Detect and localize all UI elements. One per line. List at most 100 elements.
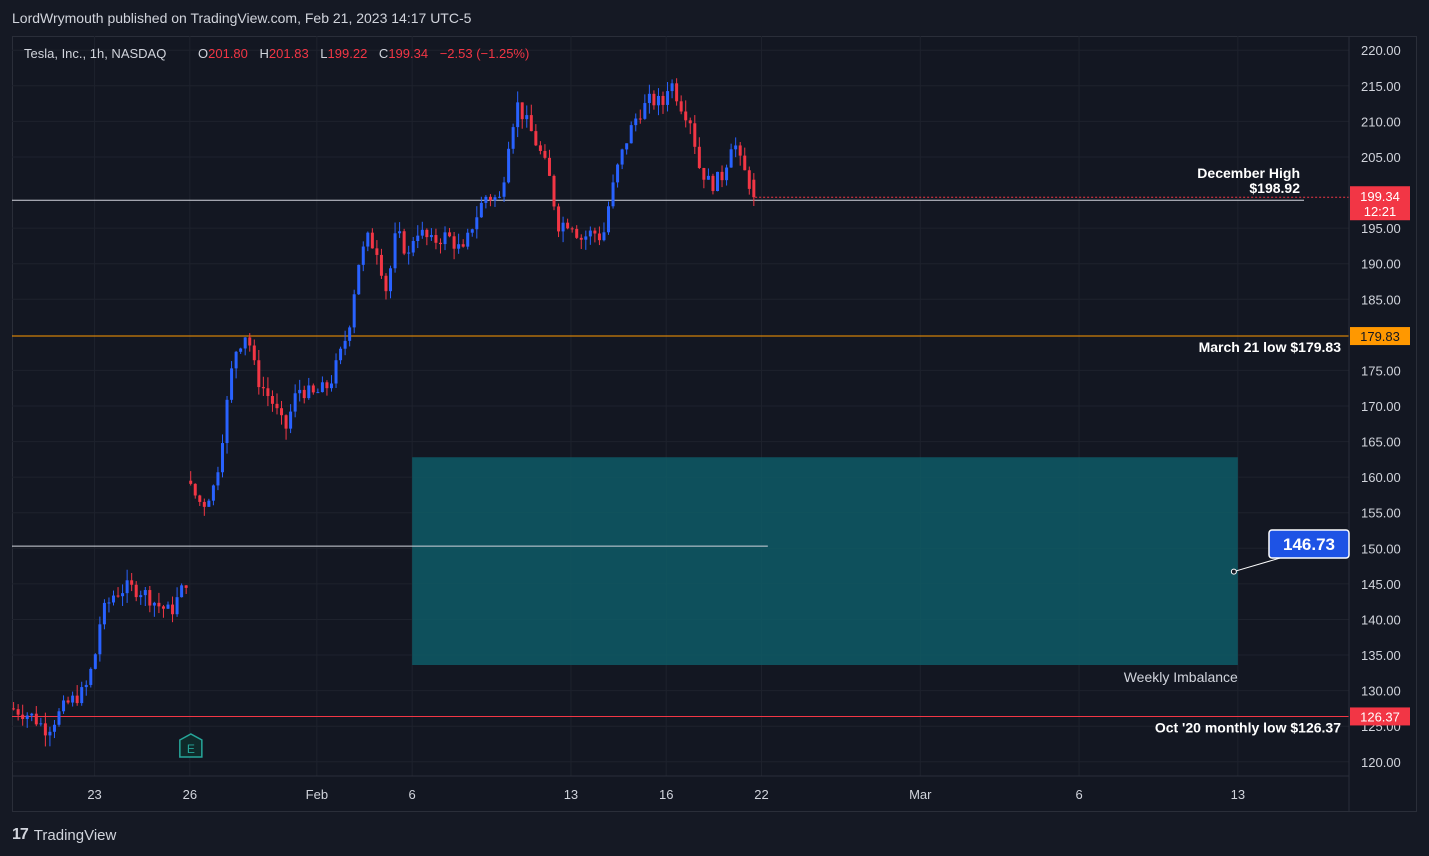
candle-body[interactable] [638, 118, 642, 120]
candle-body[interactable] [84, 684, 88, 688]
candle-body[interactable] [143, 590, 147, 596]
candle-body[interactable] [134, 584, 138, 598]
candle-body[interactable] [116, 595, 120, 597]
candle-body[interactable] [620, 149, 624, 165]
candle-body[interactable] [675, 83, 679, 102]
candle-body[interactable] [457, 244, 461, 249]
candle-body[interactable] [125, 580, 129, 594]
candle-body[interactable] [479, 202, 483, 218]
candle-body[interactable] [66, 700, 70, 703]
candle-body[interactable] [502, 182, 506, 197]
candle-body[interactable] [107, 602, 111, 604]
candle-body[interactable] [747, 170, 751, 189]
candle-body[interactable] [507, 148, 511, 183]
candle-body[interactable] [715, 171, 719, 192]
candle-body[interactable] [529, 115, 533, 132]
candle-body[interactable] [257, 360, 261, 388]
candle-body[interactable] [239, 348, 243, 352]
candle-body[interactable] [375, 248, 379, 255]
candle-body[interactable] [302, 389, 306, 399]
candle-body[interactable] [102, 602, 106, 625]
candle-body[interactable] [438, 242, 442, 245]
candle-body[interactable] [656, 95, 660, 106]
candle-body[interactable] [702, 167, 706, 180]
candle-body[interactable] [343, 340, 347, 349]
candle-body[interactable] [661, 95, 665, 105]
candle-body[interactable] [729, 149, 733, 168]
candle-body[interactable] [429, 235, 433, 238]
candle-body[interactable] [384, 275, 388, 292]
candle-body[interactable] [16, 709, 20, 715]
candle-body[interactable] [670, 83, 674, 92]
candle-body[interactable] [325, 382, 329, 389]
candle-body[interactable] [607, 206, 611, 233]
candle-body[interactable] [552, 175, 556, 207]
candle-body[interactable] [284, 415, 288, 429]
candle-body[interactable] [706, 175, 710, 180]
candle-body[interactable] [525, 115, 529, 120]
candle-body[interactable] [588, 230, 592, 237]
candle-body[interactable] [175, 597, 179, 615]
candle-body[interactable] [725, 167, 729, 181]
candle-body[interactable] [234, 351, 238, 369]
candle-body[interactable] [743, 155, 747, 171]
candle-body[interactable] [157, 602, 161, 607]
candle-body[interactable] [602, 232, 606, 241]
candle-body[interactable] [320, 382, 324, 393]
candle-body[interactable] [48, 731, 52, 736]
candle-body[interactable] [498, 196, 502, 198]
candle-body[interactable] [275, 403, 279, 409]
candle-body[interactable] [80, 687, 84, 704]
candle-body[interactable] [98, 624, 102, 655]
candle-body[interactable] [693, 123, 697, 147]
candle-body[interactable] [329, 383, 333, 389]
candle-body[interactable] [611, 182, 615, 207]
weekly-imbalance-zone[interactable] [412, 457, 1238, 665]
candle-body[interactable] [370, 232, 374, 249]
candle-body[interactable] [166, 604, 170, 609]
candle-body[interactable] [189, 480, 193, 484]
candle-body[interactable] [407, 252, 411, 254]
candle-body[interactable] [52, 724, 56, 732]
candle-body[interactable] [666, 91, 670, 105]
candle-body[interactable] [629, 125, 633, 144]
candle-body[interactable] [211, 485, 215, 501]
candle-body[interactable] [139, 595, 143, 598]
candle-body[interactable] [280, 408, 284, 416]
candle-body[interactable] [180, 585, 184, 598]
candle-body[interactable] [75, 695, 79, 704]
candle-body[interactable] [357, 264, 361, 295]
candle-body[interactable] [547, 157, 551, 176]
candle-body[interactable] [198, 495, 202, 502]
candle-body[interactable] [493, 197, 497, 201]
candle-body[interactable] [448, 232, 452, 237]
candle-body[interactable] [516, 102, 520, 128]
candle-body[interactable] [25, 715, 29, 719]
candle-body[interactable] [225, 399, 229, 444]
candle-body[interactable] [311, 385, 315, 393]
candle-body[interactable] [352, 294, 356, 328]
candle-body[interactable] [575, 228, 579, 238]
candle-body[interactable] [316, 392, 320, 394]
candle-body[interactable] [289, 411, 293, 429]
candle-body[interactable] [43, 723, 47, 736]
candle-body[interactable] [625, 143, 629, 150]
candle-body[interactable] [334, 360, 338, 384]
candle-body[interactable] [402, 231, 406, 254]
candle-body[interactable] [566, 222, 570, 229]
candle-body[interactable] [734, 145, 738, 150]
candle-body[interactable] [738, 145, 742, 156]
candle-body[interactable] [161, 606, 165, 609]
candle-body[interactable] [697, 146, 701, 168]
candle-body[interactable] [425, 229, 429, 238]
candle-body[interactable] [488, 196, 492, 201]
candle-body[interactable] [570, 228, 574, 230]
candle-body[interactable] [230, 368, 234, 400]
candle-body[interactable] [679, 101, 683, 112]
candle-body[interactable] [39, 723, 43, 725]
candle-body[interactable] [561, 222, 565, 232]
candle-body[interactable] [207, 500, 211, 507]
candle-body[interactable] [475, 217, 479, 230]
candle-body[interactable] [461, 244, 465, 247]
candle-body[interactable] [579, 237, 583, 240]
